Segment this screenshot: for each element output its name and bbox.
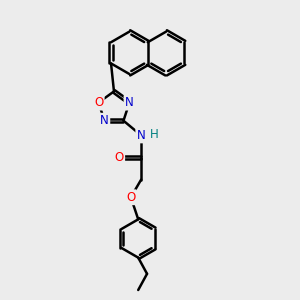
Text: O: O: [115, 151, 124, 164]
Text: N: N: [137, 129, 146, 142]
Text: H: H: [149, 128, 158, 141]
Text: N: N: [125, 96, 134, 109]
Text: O: O: [94, 96, 103, 109]
Text: N: N: [100, 114, 109, 127]
Text: O: O: [126, 191, 136, 204]
